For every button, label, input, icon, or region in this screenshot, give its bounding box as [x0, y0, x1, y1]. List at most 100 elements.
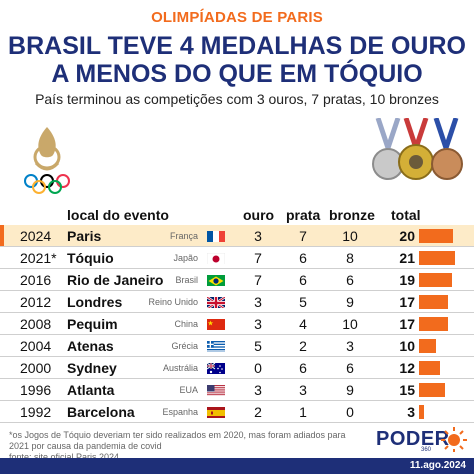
total-bar: [419, 229, 453, 243]
row-city: Pequim: [67, 316, 118, 332]
page-title-line1: BRASIL TEVE 4 MEDALHAS DE OURO: [8, 32, 466, 60]
row-prata: 6: [299, 272, 307, 288]
row-ouro: 7: [254, 250, 262, 266]
poder360-sun-icon: [441, 427, 467, 452]
row-ouro: 7: [254, 272, 262, 288]
row-city: Sydney: [67, 360, 117, 376]
row-year: 2012: [20, 294, 52, 310]
table-row: 1992 Barcelona Espanha 2 1 0 3: [0, 401, 474, 423]
header-local: local do evento: [67, 207, 169, 223]
table-row: 2016 Rio de Janeiro Brasil 7 6 6 19: [0, 269, 474, 291]
row-prata: 5: [299, 294, 307, 310]
uk-flag-icon: [207, 296, 225, 308]
row-total: 10: [399, 338, 415, 354]
total-bar: [419, 251, 455, 265]
total-bar: [419, 317, 448, 331]
footer-note: *os Jogos de Tóquio deveriam ter sido re…: [9, 430, 364, 463]
total-bar: [419, 405, 424, 419]
header-total: total: [391, 207, 421, 223]
row-year: 2008: [20, 316, 52, 332]
usa-flag-icon: [207, 384, 225, 396]
total-bar: [419, 273, 452, 287]
spain-flag-icon: [207, 406, 225, 418]
row-country: França: [169, 231, 198, 241]
header-bronze: bronze: [329, 207, 375, 223]
row-city: Paris: [67, 228, 102, 244]
date-bar: 11.ago.2024: [0, 458, 474, 474]
footnote: *os Jogos de Tóquio deveriam ter sido re…: [9, 430, 346, 451]
row-country: Japão: [173, 253, 198, 263]
table-row: 2004 Atenas Grécia 5 2 3 10: [0, 335, 474, 357]
row-year: 2004: [20, 338, 52, 354]
table-row: 2008 Pequim China 3 4 10 17: [0, 313, 474, 335]
row-bronze: 0: [346, 404, 354, 420]
row-ouro: 3: [254, 316, 262, 332]
subtitle: País terminou as competições com 3 ouros…: [35, 91, 439, 107]
row-total: 12: [399, 360, 415, 376]
page-title-line2: A MENOS DO QUE EM TÓQUIO: [51, 60, 423, 88]
highlight-marker: [0, 225, 4, 246]
row-prata: 1: [299, 404, 307, 420]
row-city: Atlanta: [67, 382, 115, 398]
row-bronze: 9: [346, 294, 354, 310]
table-row: 2012 Londres Reino Unido 3 5 9 17: [0, 291, 474, 313]
greece-flag-icon: [207, 340, 225, 352]
row-bronze: 3: [346, 338, 354, 354]
total-bar: [419, 361, 440, 375]
total-bar: [419, 339, 436, 353]
row-bronze: 10: [342, 228, 358, 244]
row-country: Austrália: [162, 363, 198, 373]
header-prata: prata: [286, 207, 321, 223]
row-country: Reino Unido: [148, 297, 198, 307]
row-total: 15: [399, 382, 415, 398]
table-row: 1996 Atlanta EUA 3 3 9 15: [0, 379, 474, 401]
source: fonte: site oficial Paris 2024: [9, 452, 120, 462]
row-bronze: 8: [346, 250, 354, 266]
row-ouro: 5: [254, 338, 262, 354]
row-total: 21: [399, 250, 415, 266]
header-ouro: ouro: [243, 207, 275, 223]
row-ouro: 3: [254, 294, 262, 310]
row-bronze: 10: [342, 316, 358, 332]
total-bar: [419, 383, 445, 397]
kicker: OLIMPÍADAS DE PARIS: [151, 9, 323, 26]
japan-flag-icon: [207, 252, 225, 264]
row-year: 2016: [20, 272, 52, 288]
brazil-flag-icon: [207, 274, 225, 286]
row-year: 2000: [20, 360, 52, 376]
row-ouro: 3: [254, 228, 262, 244]
row-year: 1992: [20, 404, 52, 420]
row-city: Atenas: [67, 338, 114, 354]
olympic-medals-icon: [372, 118, 463, 180]
brand-logo: PODER: [376, 428, 450, 450]
row-total: 17: [399, 294, 415, 310]
row-prata: 4: [299, 316, 307, 332]
row-bronze: 9: [346, 382, 354, 398]
table-row: 2024 Paris França 3 7 10 20: [0, 225, 474, 247]
paris-2024-logo-icon: [24, 127, 70, 194]
row-country: EUA: [179, 385, 198, 395]
row-total: 19: [399, 272, 415, 288]
row-total: 17: [399, 316, 415, 332]
row-prata: 6: [299, 250, 307, 266]
row-country: Grécia: [171, 341, 198, 351]
row-total: 3: [407, 404, 415, 420]
row-ouro: 3: [254, 382, 262, 398]
australia-flag-icon: [207, 362, 225, 374]
brand-sub: 360: [421, 447, 432, 453]
row-prata: 3: [299, 382, 307, 398]
row-city: Tóquio: [67, 250, 114, 266]
row-country: Brasil: [175, 275, 198, 285]
row-prata: 2: [299, 338, 307, 354]
row-year: 1996: [20, 382, 52, 398]
row-ouro: 2: [254, 404, 262, 420]
total-bar: [419, 295, 448, 309]
row-bronze: 6: [346, 360, 354, 376]
row-year: 2024: [20, 228, 52, 244]
row-city: Rio de Janeiro: [67, 272, 164, 288]
france-flag-icon: [207, 230, 225, 242]
row-bronze: 6: [346, 272, 354, 288]
row-city: Barcelona: [67, 404, 135, 420]
row-country: China: [174, 319, 198, 329]
table-row: 2000 Sydney Austrália 0 6 6 12: [0, 357, 474, 379]
